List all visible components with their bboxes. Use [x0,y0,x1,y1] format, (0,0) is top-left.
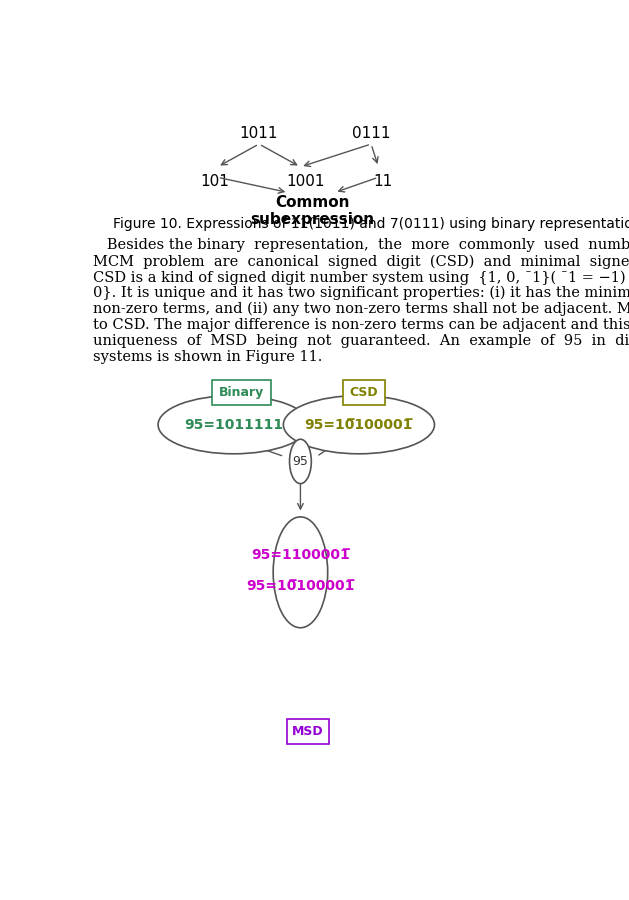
Text: MCM  problem  are  canonical  signed  digit  (CSD)  and  minimal  signed  digit : MCM problem are canonical signed digit (… [93,254,629,268]
Text: systems is shown in Figure 11.: systems is shown in Figure 11. [93,350,323,364]
FancyBboxPatch shape [213,380,272,405]
Text: non-zero terms, and (ii) any two non-zero terms shall not be adjacent. MSD is si: non-zero terms, and (ii) any two non-zer… [93,302,629,317]
Text: 95=1011111: 95=1011111 [184,418,283,432]
Text: 11: 11 [374,174,393,189]
FancyBboxPatch shape [343,380,385,405]
Text: MSD: MSD [292,725,323,738]
Text: Binary: Binary [220,385,265,399]
Text: 1011: 1011 [240,126,278,141]
Text: 101: 101 [201,174,230,189]
Text: 95=10̅100001̅: 95=10̅100001̅ [304,418,413,432]
Text: 0111: 0111 [352,126,391,141]
Text: 95: 95 [292,454,308,468]
Text: CSD is a kind of signed digit number system using  {1, 0, ¯1}( ¯1 = −1)  instead: CSD is a kind of signed digit number sys… [93,270,629,284]
Text: 95=10̅100001̅: 95=10̅100001̅ [246,580,355,593]
FancyBboxPatch shape [287,719,329,744]
Ellipse shape [273,517,328,628]
Text: Besides the binary  representation,  the  more  commonly  used  number  systems : Besides the binary representation, the m… [93,238,629,252]
Text: 0}. It is unique and it has two significant properties: (i) it has the minimum n: 0}. It is unique and it has two signific… [93,286,629,301]
Text: CSD: CSD [350,385,378,399]
Text: Figure 10. Expressions of 11(1011) and 7(0111) using binary representation: Figure 10. Expressions of 11(1011) and 7… [113,217,629,230]
Ellipse shape [158,396,309,454]
Text: Common
subexpression: Common subexpression [250,194,375,227]
Text: 95=1100001̅: 95=1100001̅ [251,548,350,562]
Text: uniqueness  of  MSD  being  not  guaranteed.  An  example  of  95  in  different: uniqueness of MSD being not guaranteed. … [93,334,629,348]
Ellipse shape [289,439,311,483]
Text: to CSD. The major difference is non-zero terms can be adjacent and this results : to CSD. The major difference is non-zero… [93,318,629,332]
Text: 1001: 1001 [286,174,325,189]
Ellipse shape [283,396,435,454]
